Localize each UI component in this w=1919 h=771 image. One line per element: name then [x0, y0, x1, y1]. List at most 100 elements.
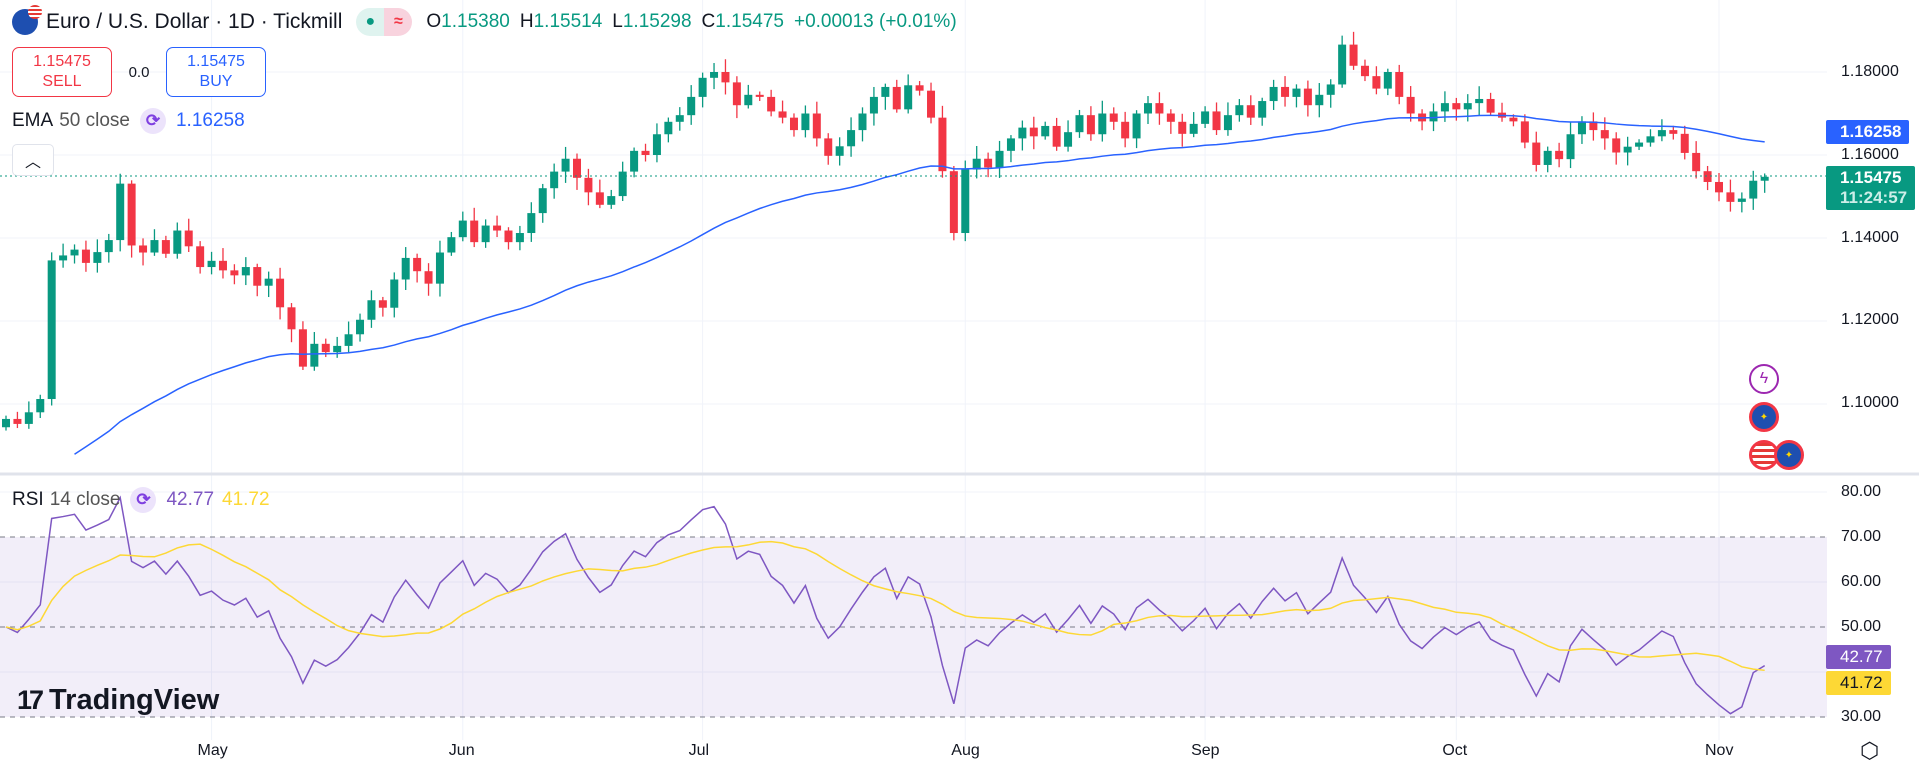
collapse-legend-button[interactable]: ︿ — [12, 144, 54, 176]
candle — [493, 215, 502, 238]
buy-label: BUY — [199, 73, 233, 90]
candle-body — [1360, 65, 1369, 77]
refresh-icon[interactable]: ⟳ — [130, 487, 157, 513]
candle-body — [687, 96, 696, 116]
candle — [1612, 132, 1621, 165]
candle-body — [652, 134, 661, 155]
candle — [835, 137, 844, 166]
candle-body — [618, 171, 627, 197]
candle — [1737, 192, 1746, 213]
candle — [618, 161, 627, 202]
settings-icon[interactable]: ⬡ — [1860, 738, 1880, 763]
candle-body — [1041, 125, 1050, 137]
candle — [378, 296, 387, 317]
candle-body — [287, 307, 296, 330]
candle — [824, 133, 833, 165]
candle — [1075, 109, 1084, 138]
eu-flag-icon[interactable]: ✦ — [1774, 440, 1804, 470]
candle — [972, 145, 981, 179]
rsi-tick: 80.00 — [1841, 483, 1882, 500]
candle-body — [1064, 132, 1073, 147]
candle — [1246, 95, 1255, 125]
symbol-title[interactable]: Euro / U.S. Dollar · 1D · Tickmill — [46, 10, 343, 33]
ema-legend[interactable]: EMA 50 close ⟳ 1.16258 — [12, 108, 245, 134]
lightning-icon[interactable]: ϟ — [1749, 364, 1779, 394]
candle-body — [1692, 152, 1701, 172]
candle-body — [93, 252, 102, 263]
candle — [1589, 112, 1598, 141]
candle-body — [116, 183, 125, 241]
candle-body — [1326, 84, 1335, 95]
candle-body — [675, 115, 684, 122]
candle-body — [1520, 121, 1529, 143]
candle — [1212, 102, 1221, 136]
candle — [1006, 135, 1015, 163]
candle-body — [447, 237, 456, 253]
candle-body — [767, 96, 776, 112]
candle — [1749, 170, 1758, 210]
candle — [184, 218, 193, 253]
ema-value: 1.16258 — [175, 110, 245, 131]
candle-body — [70, 249, 79, 256]
candle-body — [458, 220, 467, 238]
candle — [139, 238, 148, 266]
candle-body — [1703, 171, 1712, 182]
candle-body — [1235, 105, 1244, 116]
candle — [390, 272, 399, 318]
approx-icon: ≈ — [384, 8, 413, 36]
candle-body — [253, 267, 262, 286]
candle-body — [972, 158, 981, 170]
candle-body — [47, 260, 56, 400]
candle-body — [24, 412, 33, 424]
market-status[interactable]: ● ≈ — [356, 8, 413, 36]
candle — [150, 229, 159, 256]
candle — [801, 105, 810, 138]
open-value: 1.15380 — [441, 11, 510, 32]
candle-body — [527, 213, 536, 234]
candle — [1543, 146, 1552, 173]
time-tick: Jun — [448, 742, 475, 759]
sell-button[interactable]: 1.15475 SELL — [12, 47, 112, 97]
high-value: 1.15514 — [533, 11, 603, 32]
candle-body — [401, 257, 410, 280]
buy-button[interactable]: 1.15475 BUY — [166, 47, 266, 97]
candle — [1144, 96, 1152, 125]
rsi-pane — [0, 536, 1827, 718]
tradingview-logo[interactable]: 17 TradingView — [17, 684, 219, 717]
candle — [264, 271, 273, 298]
candle-body — [1646, 136, 1655, 143]
time-tick: Aug — [951, 742, 980, 759]
candle-body — [1749, 180, 1758, 199]
candle-body — [230, 270, 239, 276]
candle — [1132, 110, 1141, 149]
sell-price: 1.15475 — [33, 53, 91, 70]
ema-line — [74, 114, 1765, 455]
candle-body — [207, 260, 216, 268]
candle — [1269, 79, 1278, 110]
candle-body — [1166, 113, 1175, 122]
candle — [1235, 99, 1244, 122]
trade-panel: 1.15475 SELL 0.0 1.15475 BUY — [12, 47, 266, 97]
candle-body — [1623, 146, 1632, 153]
rsi-legend[interactable]: RSI 14 close ⟳ 42.77 41.72 — [12, 487, 270, 513]
candle — [1155, 92, 1164, 125]
candle — [1520, 114, 1529, 149]
candle-body — [1532, 142, 1541, 165]
eur-usd-flag-icon — [12, 5, 42, 35]
candle — [1372, 66, 1381, 95]
candle — [1178, 113, 1187, 147]
candle — [241, 257, 250, 286]
ohlc-values: O1.15380 H1.15514 L1.15298 C1.15475 +0.0… — [426, 11, 956, 33]
eu-flag-icon[interactable]: ✦ — [1749, 402, 1779, 432]
candle — [515, 225, 524, 251]
candle — [1657, 119, 1666, 142]
candle-body — [1212, 111, 1221, 131]
candle-body — [1406, 96, 1415, 114]
candle — [1041, 121, 1050, 140]
candle — [869, 86, 878, 126]
candle — [93, 239, 102, 273]
candle — [1418, 109, 1427, 131]
refresh-icon[interactable]: ⟳ — [139, 108, 166, 134]
candle — [424, 263, 433, 296]
